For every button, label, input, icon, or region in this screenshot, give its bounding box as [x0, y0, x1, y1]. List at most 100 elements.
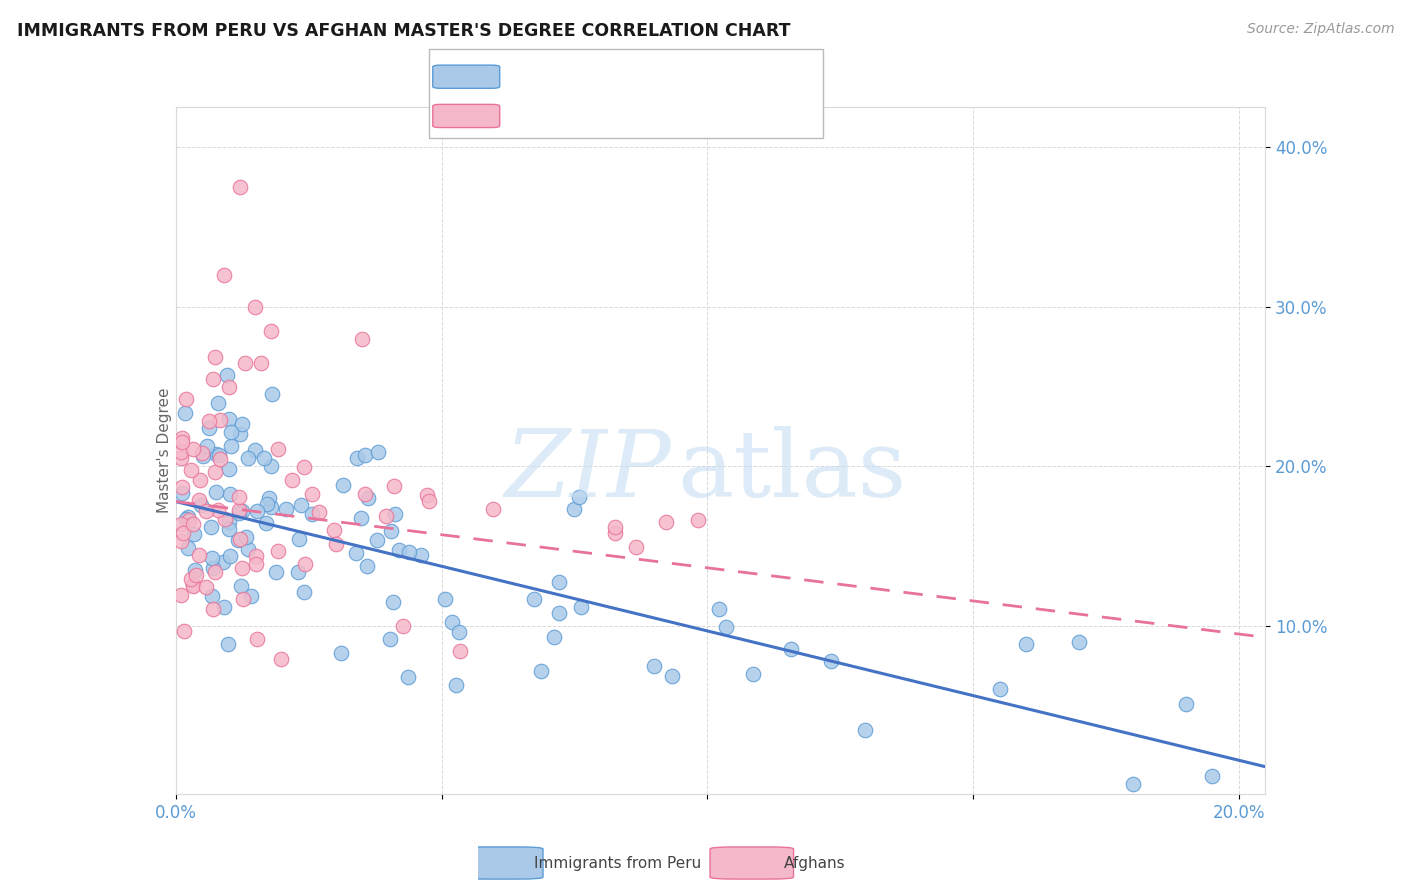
Point [174, 406, 197, 420]
Point [603, 520, 626, 534]
Point [1174, 697, 1197, 711]
Point [1069, 634, 1091, 648]
Point [287, 565, 309, 579]
Point [292, 584, 315, 599]
Point [709, 602, 731, 616]
Point [354, 487, 377, 501]
Point [288, 533, 311, 547]
Point [1015, 637, 1038, 651]
Point [205, 484, 228, 499]
Point [218, 411, 240, 425]
Point [170, 485, 193, 500]
Text: -0.166: -0.166 [567, 108, 624, 123]
Point [202, 602, 225, 616]
Point [202, 560, 225, 574]
Point [190, 498, 212, 512]
Point [228, 503, 250, 517]
Point [655, 515, 678, 529]
Point [172, 480, 194, 494]
FancyBboxPatch shape [460, 847, 543, 880]
Point [661, 669, 683, 683]
Point [228, 427, 250, 442]
Point [231, 561, 253, 575]
Point [184, 567, 207, 582]
Point [170, 517, 193, 532]
Point [530, 665, 553, 679]
Point [344, 546, 367, 560]
Text: N =: N = [673, 69, 709, 84]
Point [350, 332, 373, 346]
Point [218, 516, 240, 530]
Point [172, 435, 194, 450]
Point [173, 624, 195, 638]
Point [988, 682, 1011, 697]
Point [245, 300, 267, 314]
Point [238, 541, 260, 556]
Text: ZIP: ZIP [505, 426, 672, 516]
Point [218, 487, 240, 501]
Point [353, 449, 375, 463]
Point [209, 413, 232, 427]
Text: 74: 74 [728, 108, 751, 123]
Point [217, 637, 239, 651]
Point [249, 356, 271, 370]
Point [388, 542, 411, 557]
Point [170, 588, 193, 602]
Point [228, 506, 250, 520]
Point [270, 652, 292, 666]
Point [207, 395, 229, 409]
Point [564, 501, 586, 516]
Point [447, 625, 470, 640]
Point [214, 512, 236, 526]
Point [204, 465, 226, 479]
Point [215, 368, 238, 382]
Point [195, 439, 218, 453]
Point [254, 516, 277, 530]
Point [626, 540, 648, 554]
Point [366, 533, 388, 548]
Point [349, 511, 371, 525]
Point [547, 574, 569, 589]
Point [183, 527, 205, 541]
Point [260, 459, 283, 474]
Point [382, 479, 405, 493]
Text: -0.368: -0.368 [567, 69, 624, 84]
Point [276, 502, 298, 516]
Point [238, 451, 260, 466]
Text: Source: ZipAtlas.com: Source: ZipAtlas.com [1247, 22, 1395, 37]
Point [357, 491, 380, 505]
Point [183, 578, 205, 592]
Point [266, 565, 288, 579]
Point [290, 498, 312, 512]
Point [378, 632, 401, 646]
Point [330, 646, 353, 660]
Point [218, 462, 240, 476]
Point [205, 447, 228, 461]
Point [418, 493, 440, 508]
Point [440, 615, 463, 629]
Point [176, 392, 198, 407]
Point [214, 600, 236, 615]
Point [259, 491, 281, 506]
Text: Immigrants from Peru: Immigrants from Peru [534, 855, 702, 871]
Point [229, 532, 252, 546]
Point [381, 595, 404, 609]
Point [180, 463, 202, 477]
Point [481, 501, 503, 516]
Point [207, 502, 229, 516]
Point [228, 490, 250, 504]
Point [260, 500, 283, 515]
Point [212, 555, 235, 569]
Point [780, 641, 803, 656]
Point [260, 324, 283, 338]
Point [301, 487, 323, 501]
Point [209, 451, 232, 466]
Point [569, 600, 592, 615]
Text: 101: 101 [728, 69, 762, 84]
Point [218, 379, 240, 393]
FancyBboxPatch shape [433, 65, 499, 88]
Point [229, 579, 252, 593]
Point [170, 445, 193, 459]
Point [267, 543, 290, 558]
Point [396, 670, 419, 684]
